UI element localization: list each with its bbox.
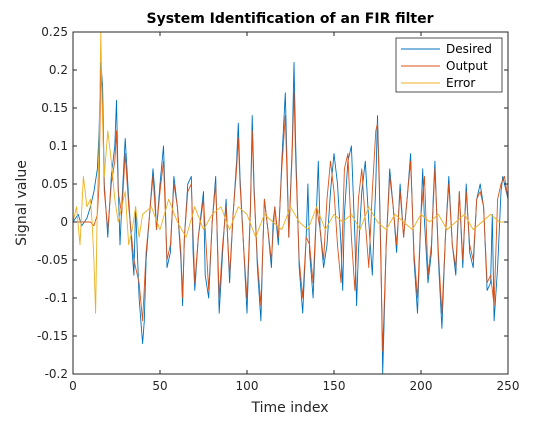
series-line-desired	[72, 61, 509, 375]
legend-label-error: Error	[446, 76, 475, 90]
y-tick-label: 0.05	[41, 177, 68, 191]
legend: Desired Output Error	[395, 37, 503, 93]
x-tick-label: 150	[323, 379, 346, 393]
legend-label-desired: Desired	[446, 42, 492, 56]
x-axis-label: Time index	[250, 400, 328, 416]
y-tick-label: -0.2	[45, 367, 68, 381]
x-tick-label: 250	[497, 379, 520, 393]
y-tick-label: 0.25	[41, 25, 68, 39]
x-tick-label: 200	[410, 379, 433, 393]
y-tick-label: 0.1	[49, 139, 68, 153]
x-axis: 0 50 100 150 200 250	[69, 32, 519, 393]
y-axis: -0.2 -0.15 -0.1 -0.05 0 0.05 0.1 0.15 0.2 0.25	[37, 25, 508, 381]
y-tick-label: 0.15	[41, 101, 68, 115]
x-tick-label: 0	[69, 379, 77, 393]
x-tick-label: 50	[152, 379, 167, 393]
y-tick-label: -0.05	[37, 253, 68, 267]
x-tick-label: 100	[236, 379, 259, 393]
legend-label-output: Output	[446, 59, 488, 73]
y-tick-label: 0	[60, 215, 68, 229]
chart-title: System Identification of an FIR filter	[146, 11, 433, 27]
series-line-output	[73, 69, 509, 352]
y-tick-label: 0.2	[49, 63, 68, 77]
y-axis-label: Signal value	[14, 160, 30, 246]
axes-box	[72, 31, 509, 375]
y-tick-label: -0.1	[45, 291, 68, 305]
y-tick-label: -0.15	[37, 329, 68, 343]
